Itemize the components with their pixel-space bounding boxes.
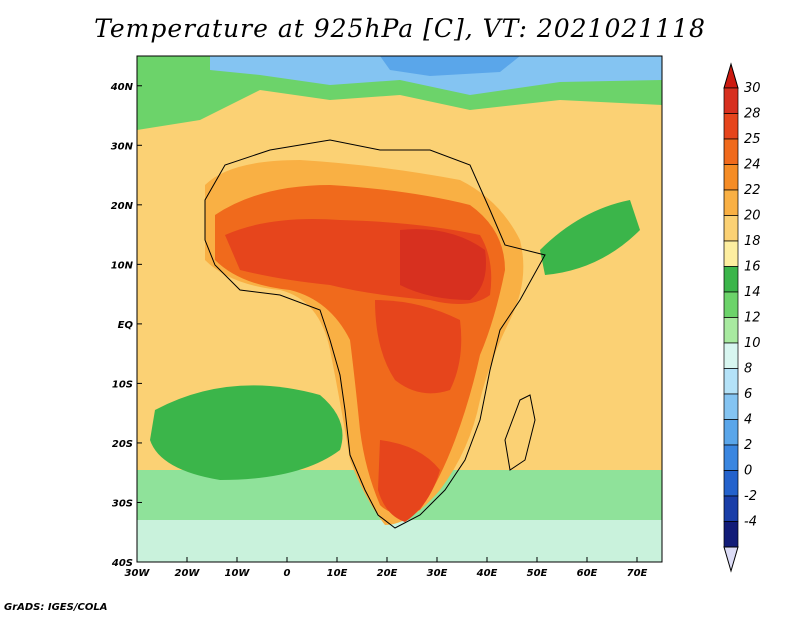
x-axis: 30W 20W 10W 0 10E 20E 30E 40E 50E 60E 70E (125, 557, 648, 579)
x-tick-label: 30W (125, 568, 151, 579)
colorbar-swatch (723, 87, 739, 114)
x-tick-label: 60E (577, 568, 598, 579)
colorbar-swatch (723, 317, 739, 344)
x-tick-label: 10W (225, 568, 251, 579)
x-tick-label: 70E (627, 568, 648, 579)
colorbar-label: 2 (744, 438, 752, 453)
credit-label: GrADS: IGES/COLA (4, 602, 108, 613)
y-tick-label: 30N (111, 141, 134, 152)
y-tick-label: 40S (111, 558, 133, 569)
colorbar-label: 30 (744, 81, 761, 96)
colorbar-swatch (723, 393, 739, 420)
temperature-field (137, 56, 662, 562)
colorbar-swatch (723, 342, 739, 369)
colorbar-label: 25 (744, 132, 761, 147)
y-tick-label: 40N (110, 82, 134, 93)
colorbar-swatch (723, 138, 739, 165)
colorbar-swatch (723, 164, 739, 191)
colorbar-swatch (723, 240, 739, 267)
colorbar-label: 22 (744, 183, 761, 198)
colorbar-swatch (723, 291, 739, 318)
y-tick-label: 20S (112, 439, 133, 450)
colorbar-top-arrow (723, 62, 739, 89)
colorbar-label: -4 (744, 515, 757, 530)
colorbar-swatch (723, 419, 739, 446)
y-tick-label: 10S (112, 379, 133, 390)
y-tick-label: 20N (111, 201, 134, 212)
colorbar-label: 4 (744, 413, 752, 428)
y-tick-label: EQ (118, 320, 134, 331)
colorbar-swatch (723, 521, 739, 548)
colorbar-swatch (723, 189, 739, 216)
colorbar-swatch (723, 215, 739, 242)
x-tick-label: 20W (175, 568, 201, 579)
colorbar-swatch (723, 444, 739, 471)
x-tick-label: 40E (476, 568, 498, 579)
coastline (204, 139, 546, 529)
colorbar-label: 14 (744, 285, 761, 300)
colorbar-label: 24 (744, 158, 761, 173)
colorbar-label: -2 (744, 489, 757, 504)
colorbar-label: 18 (744, 234, 761, 249)
colorbar-label: 8 (744, 362, 752, 377)
x-tick-label: 10E (327, 568, 348, 579)
colorbar-swatch (723, 368, 739, 395)
colorbar-label: 10 (744, 336, 761, 351)
madagascar-outline (504, 394, 536, 471)
colorbar-swatch (723, 266, 739, 293)
colorbar-label: 16 (744, 260, 761, 275)
colorbar-label: 20 (744, 209, 761, 224)
y-axis: 40N 30N 20N 10N EQ 10S 20S 30S 40S (110, 82, 142, 569)
colorbar-label: 0 (744, 464, 752, 479)
colorbar-swatch (723, 113, 739, 140)
colorbar-label: 12 (744, 311, 761, 326)
colorbar-swatch (723, 470, 739, 497)
map-title: Temperature at 925hPa [C], VT: 202102111… (94, 14, 706, 43)
x-tick-label: 30E (427, 568, 448, 579)
colorbar-label: 28 (744, 107, 761, 122)
x-tick-label: 0 (284, 568, 291, 579)
x-tick-label: 50E (527, 568, 548, 579)
colorbar-label: 6 (744, 387, 752, 402)
plot-frame (136, 55, 663, 563)
colorbar-swatch (723, 495, 739, 522)
y-tick-label: 30S (112, 498, 133, 509)
colorbar-bottom-arrow (723, 546, 739, 573)
y-tick-label: 10N (111, 260, 134, 271)
x-tick-label: 20E (377, 568, 398, 579)
